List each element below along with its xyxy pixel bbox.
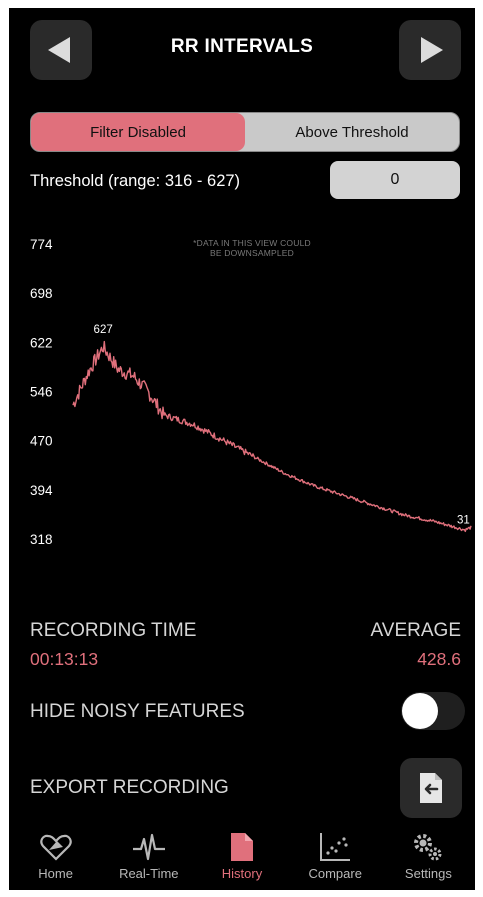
arrow-left-icon	[48, 37, 70, 63]
threshold-label: Threshold (range: 316 - 627)	[30, 172, 241, 190]
y-tick-label: 774	[30, 237, 53, 252]
heart-icon	[39, 834, 72, 861]
tab-label: History	[221, 866, 263, 881]
average-label: AVERAGE	[370, 620, 461, 641]
export-file-icon	[420, 773, 442, 803]
document-icon	[231, 833, 253, 861]
tab-bar: Home Real-Time History	[9, 830, 475, 890]
rr-interval-chart: 774 698 622 546 470 394 318 *DATA IN THIS VIEW…	[30, 237, 472, 547]
tab-history[interactable]: History	[195, 830, 288, 890]
above-threshold-option[interactable]: Above Threshold	[295, 123, 409, 141]
tab-settings[interactable]: Settings	[382, 830, 475, 890]
y-tick-label: 546	[30, 385, 53, 400]
recording-time-label: RECORDING TIME	[30, 620, 197, 641]
toggle-knob	[402, 693, 438, 729]
scatter-icon	[320, 833, 351, 861]
next-button[interactable]	[399, 20, 461, 80]
export-recording-button[interactable]	[400, 758, 462, 818]
y-tick-label: 470	[30, 434, 53, 449]
tab-compare[interactable]: Compare	[289, 830, 382, 890]
rr-series-line	[72, 340, 472, 533]
chart-note-line2: BE DOWNSAMPLED	[210, 248, 294, 258]
y-tick-label: 318	[30, 532, 53, 547]
y-tick-label: 622	[30, 335, 53, 350]
filter-disabled-option[interactable]: Filter Disabled	[31, 113, 245, 151]
y-tick-label: 394	[30, 483, 53, 498]
y-tick-label: 698	[30, 286, 53, 301]
gears-icon	[414, 834, 442, 861]
heartbeat-icon	[132, 833, 165, 861]
y-axis: 774 698 622 546 470 394 318	[30, 237, 53, 547]
previous-button[interactable]	[30, 20, 92, 80]
tab-home[interactable]: Home	[9, 830, 102, 890]
average-value: 428.6	[417, 649, 461, 669]
chart-note-line1: *DATA IN THIS VIEW COULD	[193, 238, 311, 248]
tab-label: Compare	[308, 866, 362, 881]
app-screen: RR INTERVALS Filter Disabled Above Thres…	[9, 8, 475, 890]
tab-label: Real-Time	[119, 866, 179, 881]
page-title: RR INTERVALS	[170, 36, 314, 57]
hide-noisy-toggle[interactable]	[401, 692, 465, 730]
export-recording-label: EXPORT RECORDING	[30, 777, 229, 798]
tab-real-time[interactable]: Real-Time	[102, 830, 195, 890]
end-data-label: 31	[457, 514, 470, 526]
tab-label: Settings	[404, 866, 452, 881]
max-data-label: 627	[94, 324, 113, 336]
tab-label: Home	[38, 866, 73, 881]
hide-noisy-features-label: HIDE NOISY FEATURES	[30, 701, 245, 722]
arrow-right-icon	[421, 37, 443, 63]
filter-segmented-control: Filter Disabled Above Threshold	[30, 112, 460, 152]
recording-time-value: 00:13:13	[30, 649, 99, 669]
threshold-input[interactable]	[330, 161, 460, 199]
